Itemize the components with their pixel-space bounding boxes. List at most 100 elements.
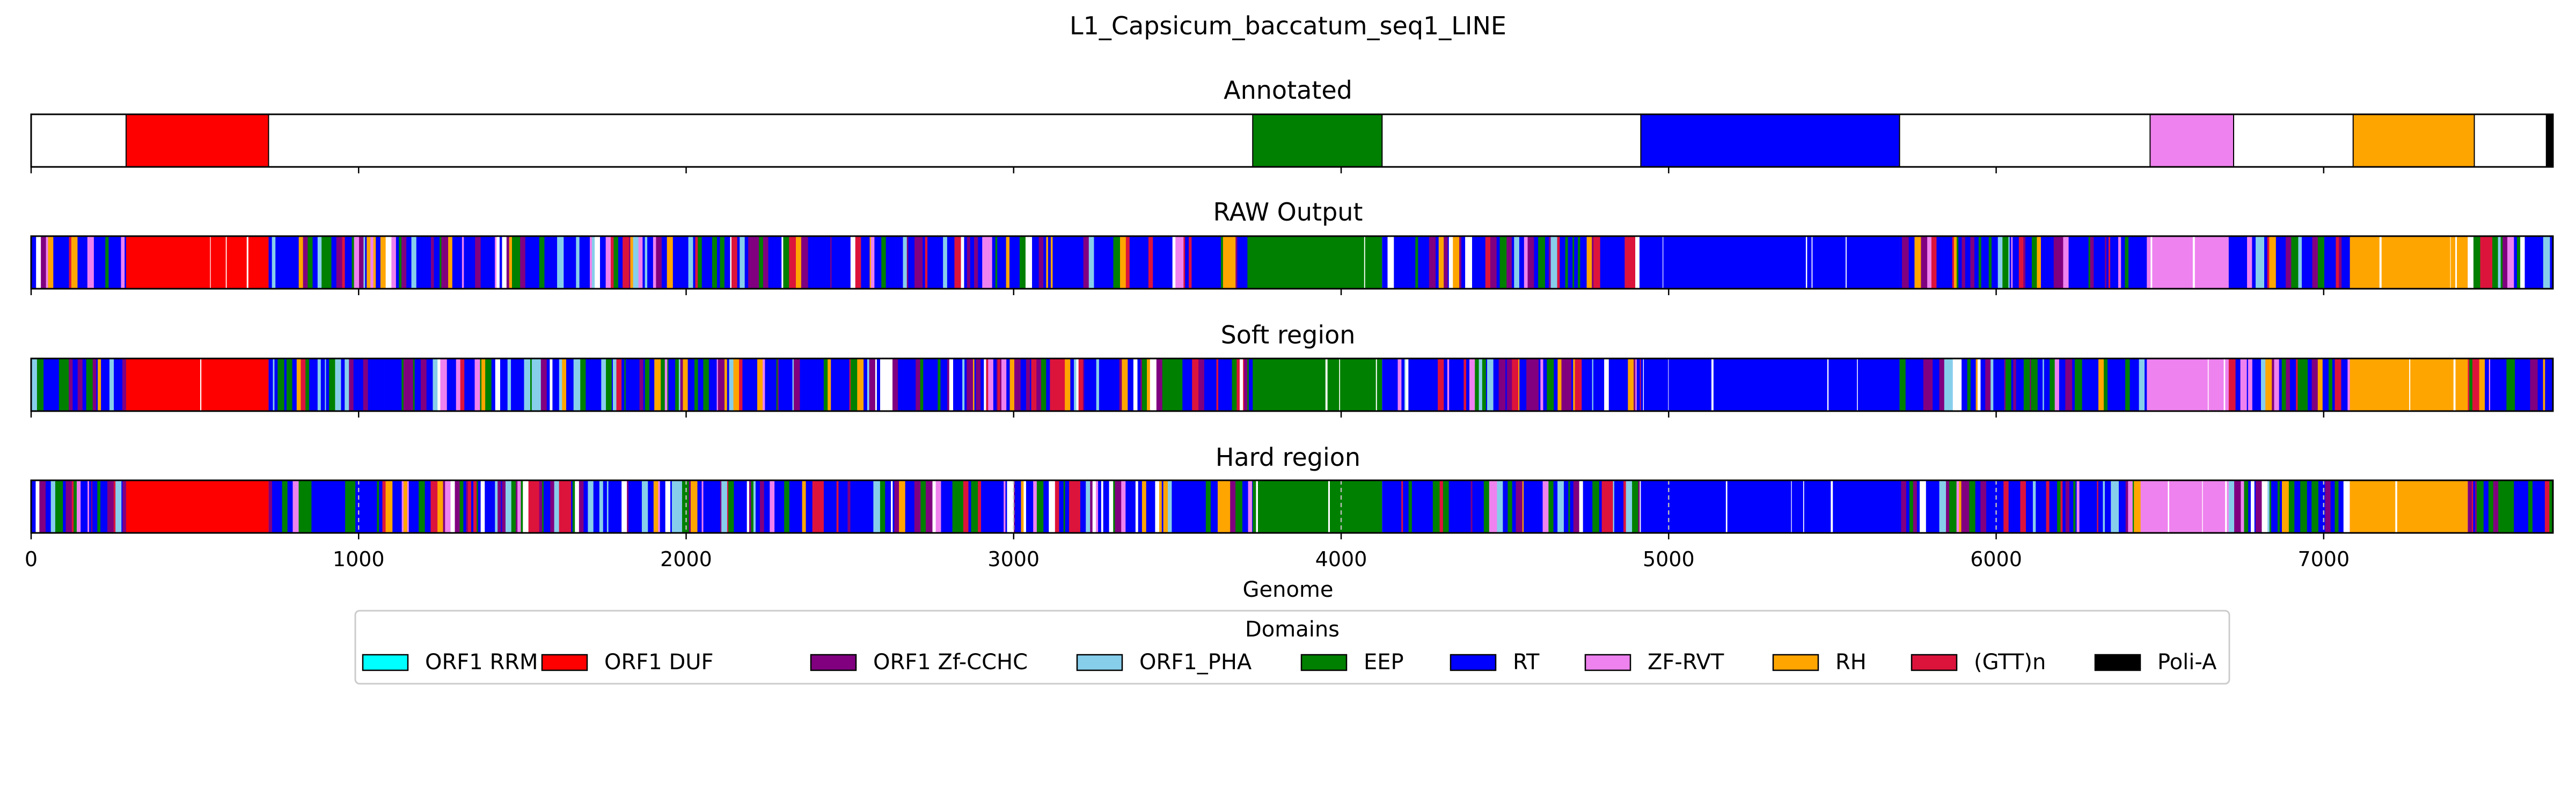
prediction-stripe	[345, 480, 348, 533]
prediction-stripe	[115, 480, 122, 533]
prediction-stripe	[56, 480, 63, 533]
prediction-stripe	[2541, 358, 2543, 411]
prediction-stripe	[1572, 236, 1575, 289]
prediction-stripe	[52, 358, 60, 411]
domain-segment-orf1-duf	[126, 236, 269, 289]
prediction-stripe	[1931, 480, 1935, 533]
prediction-stripe	[440, 236, 442, 289]
prediction-stripe	[1109, 236, 1114, 289]
prediction-stripe	[671, 480, 676, 533]
prediction-gap	[1339, 358, 1341, 411]
prediction-stripe	[1573, 358, 1576, 411]
prediction-stripe	[1628, 358, 1634, 411]
prediction-stripe	[757, 358, 763, 411]
prediction-stripe	[43, 358, 47, 411]
prediction-stripe	[378, 358, 385, 411]
prediction-stripe	[579, 480, 584, 533]
prediction-stripe	[970, 236, 975, 289]
prediction-stripe	[1944, 358, 1949, 411]
prediction-stripe	[376, 236, 380, 289]
prediction-stripe	[2483, 480, 2489, 533]
prediction-stripe	[1913, 480, 1918, 533]
prediction-stripe	[2520, 236, 2525, 289]
prediction-stripe	[1080, 480, 1086, 533]
prediction-stripe	[605, 236, 611, 289]
prediction-stripe	[2486, 236, 2493, 289]
prediction-stripe	[1943, 236, 1944, 289]
prediction-stripe	[382, 480, 386, 533]
prediction-stripe	[458, 236, 463, 289]
prediction-stripe	[1640, 358, 1641, 411]
prediction-stripe	[317, 480, 323, 533]
prediction-stripe	[2105, 236, 2107, 289]
prediction-stripe	[2082, 236, 2088, 289]
prediction-gap	[1643, 358, 1644, 411]
prediction-stripe	[1070, 358, 1074, 411]
prediction-stripe	[301, 358, 306, 411]
prediction-stripe	[1000, 236, 1007, 289]
prediction-stripe	[2234, 480, 2241, 533]
legend-swatch	[1450, 654, 1497, 671]
prediction-stripe	[1469, 358, 1475, 411]
prediction-stripe	[122, 480, 127, 533]
prediction-stripe	[2007, 236, 2009, 289]
prediction-stripe	[2031, 358, 2038, 411]
prediction-stripe	[1906, 480, 1910, 533]
prediction-stripe	[2304, 236, 2307, 289]
prediction-stripe	[708, 358, 715, 411]
prediction-stripe	[903, 236, 908, 289]
prediction-stripe	[77, 236, 80, 289]
prediction-stripe	[546, 358, 550, 411]
prediction-stripe	[516, 358, 521, 411]
prediction-stripe	[918, 358, 921, 411]
legend-swatch	[1772, 654, 1819, 671]
prediction-stripe	[469, 358, 475, 411]
prediction-stripe	[1141, 480, 1147, 533]
prediction-stripe	[485, 480, 489, 533]
prediction-stripe	[2068, 236, 2073, 289]
prediction-stripe	[807, 480, 813, 533]
prediction-stripe	[1557, 236, 1560, 289]
prediction-stripe	[2125, 480, 2128, 533]
prediction-stripe	[309, 358, 316, 411]
prediction-stripe	[1443, 480, 1449, 533]
prediction-stripe	[1557, 480, 1564, 533]
prediction-stripe	[1549, 236, 1551, 289]
prediction-stripe	[2528, 480, 2533, 533]
prediction-stripe	[844, 358, 850, 411]
prediction-stripe	[1175, 236, 1181, 289]
prediction-stripe	[1438, 358, 1444, 411]
prediction-stripe	[2244, 480, 2249, 533]
prediction-stripe	[1946, 480, 1950, 533]
prediction-stripe	[2011, 358, 2014, 411]
prediction-stripe	[776, 358, 778, 411]
prediction-stripe	[1993, 358, 1998, 411]
prediction-stripe	[329, 358, 335, 411]
prediction-stripe	[793, 358, 800, 411]
prediction-stripe	[620, 480, 622, 533]
prediction-stripe	[1495, 358, 1497, 411]
prediction-stripe	[1177, 358, 1183, 411]
prediction-stripe	[1247, 358, 1249, 411]
prediction-stripe	[967, 236, 971, 289]
prediction-stripe	[576, 236, 580, 289]
prediction-stripe	[2103, 480, 2105, 533]
prediction-stripe	[1141, 236, 1146, 289]
prediction-stripe	[552, 358, 555, 411]
prediction-stripe	[1107, 480, 1109, 533]
prediction-stripe	[2507, 236, 2514, 289]
prediction-stripe	[1113, 480, 1115, 533]
prediction-stripe	[1074, 358, 1077, 411]
prediction-stripe	[47, 358, 52, 411]
domain-segment-zf-rvt	[2147, 236, 2229, 289]
prediction-stripe	[734, 480, 741, 533]
prediction-stripe	[2046, 236, 2048, 289]
prediction-stripe	[869, 236, 872, 289]
prediction-stripe	[1543, 358, 1547, 411]
hard-region-frame	[30, 479, 2554, 534]
prediction-stripe	[2252, 358, 2257, 411]
prediction-stripe	[77, 358, 83, 411]
prediction-stripe	[1579, 480, 1584, 533]
prediction-stripe	[2468, 236, 2474, 289]
prediction-stripe	[923, 358, 927, 411]
